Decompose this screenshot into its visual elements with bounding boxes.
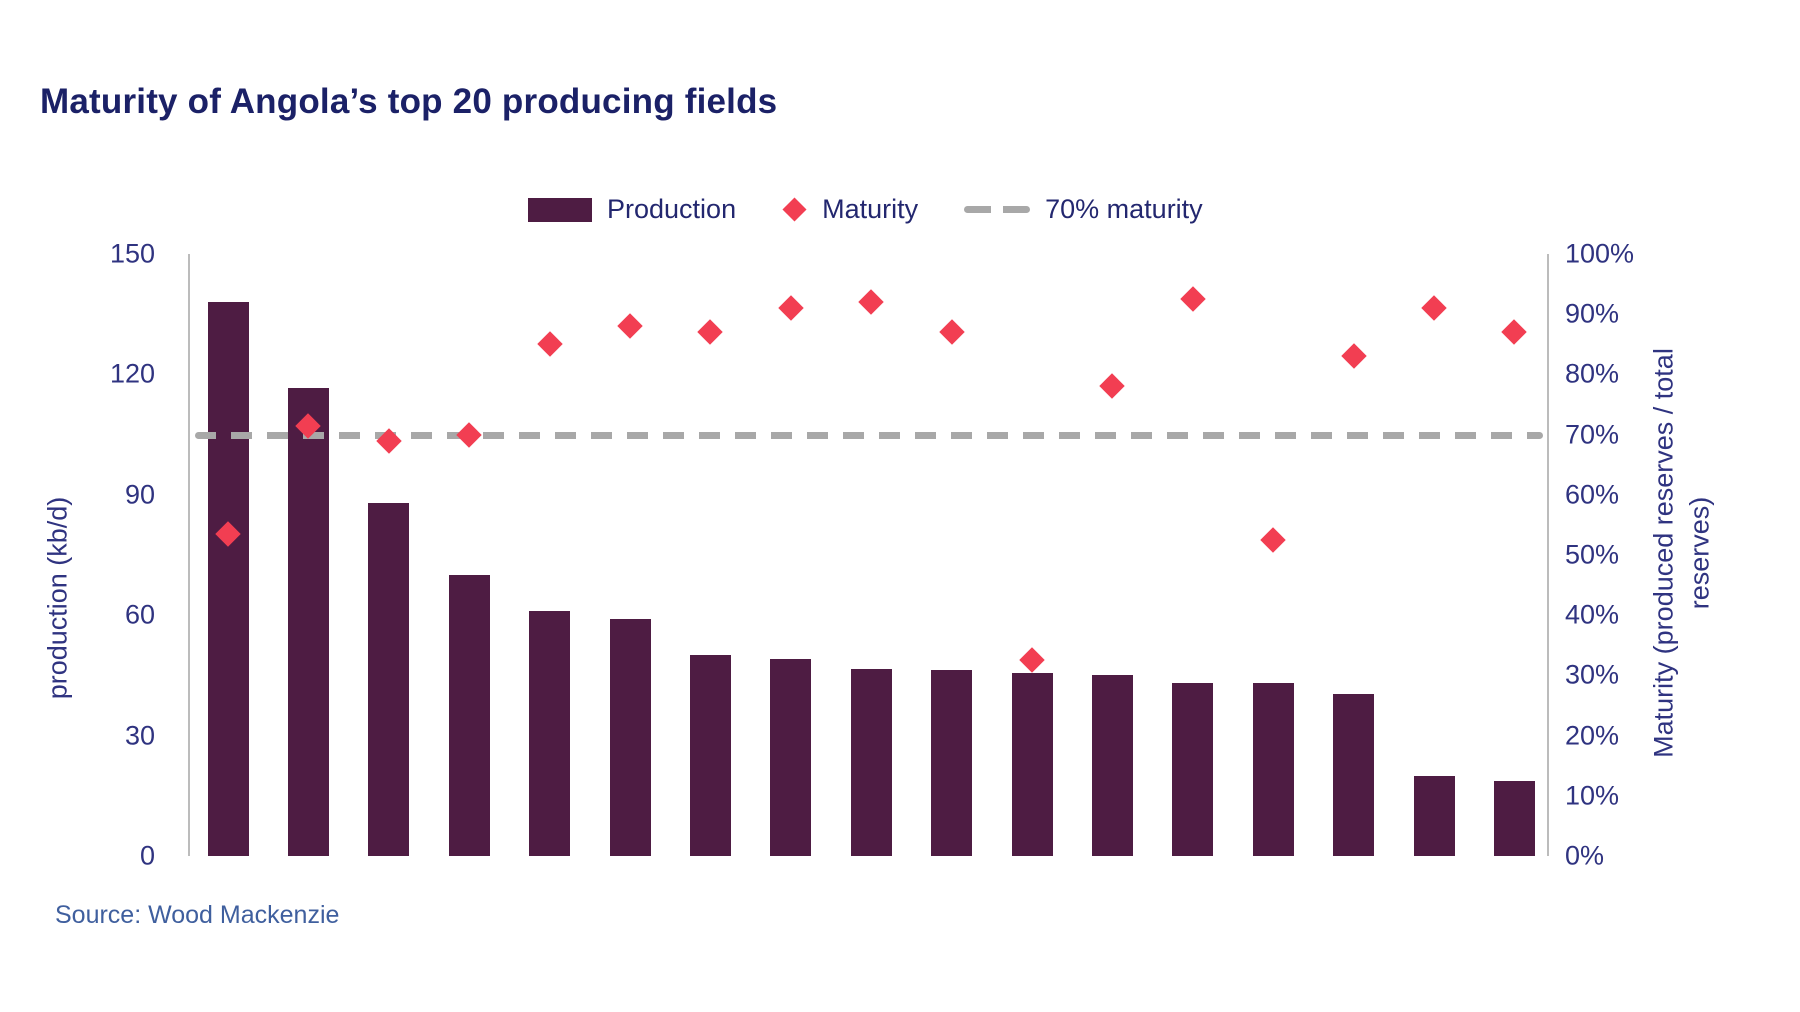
legend-maturity-label: Maturity — [822, 194, 919, 224]
production-bar — [931, 670, 973, 856]
right-axis-title: Maturity (produced reserves / total rese… — [1648, 348, 1715, 758]
production-bar — [1011, 673, 1053, 856]
source-note: Source: Wood Mackenzie — [55, 901, 340, 929]
left-axis-tick-label: 150 — [109, 238, 155, 269]
production-bar — [368, 502, 410, 856]
production-bar — [689, 655, 731, 856]
threshold-70pct-line — [195, 431, 1543, 439]
right-axis-tick-label: 20% — [1565, 720, 1620, 751]
plot-area — [188, 254, 1549, 856]
right-axis-tick-label: 90% — [1565, 298, 1620, 329]
production-bar — [287, 388, 329, 856]
legend-item-threshold: 70% maturity — [964, 194, 1203, 225]
production-bar — [529, 611, 571, 856]
legend-maturity-diamond-icon — [782, 197, 807, 222]
production-bar — [1252, 683, 1294, 856]
maturity-point — [858, 289, 884, 315]
maturity-point — [1340, 343, 1367, 370]
right-axis-tick-label: 0% — [1565, 840, 1605, 871]
legend-production-swatch — [528, 197, 592, 222]
production-bar — [770, 659, 812, 856]
left-axis-line — [188, 254, 190, 856]
maturity-point — [697, 319, 724, 345]
production-bar — [609, 619, 651, 856]
left-axis-tick-label: 0 — [139, 840, 155, 871]
maturity-point — [1421, 295, 1447, 321]
production-bar — [1413, 775, 1455, 856]
maturity-point — [1099, 373, 1126, 400]
maturity-point — [1260, 527, 1286, 553]
left-axis-title: production (kb/d) — [42, 496, 73, 700]
maturity-point — [1501, 319, 1528, 345]
production-bar — [207, 302, 249, 856]
right-axis-tick-label: 30% — [1565, 659, 1620, 690]
left-axis-tick-label: 30 — [124, 720, 155, 751]
right-axis-tick-label: 100% — [1565, 238, 1635, 269]
right-axis-tick-label: 60% — [1565, 479, 1620, 510]
production-bar — [1333, 694, 1375, 856]
legend-threshold-dash-icon — [964, 206, 1031, 213]
right-axis-tick-label: 70% — [1565, 419, 1620, 450]
maturity-point — [1180, 286, 1206, 312]
right-axis-tick-label: 80% — [1565, 358, 1620, 389]
chart-title: Maturity of Angola’s top 20 producing fi… — [40, 82, 778, 121]
left-axis-tick-label: 60 — [124, 599, 155, 630]
production-bar — [1091, 675, 1133, 856]
production-bar — [448, 575, 490, 856]
legend-item-maturity: Maturity — [782, 194, 918, 225]
maturity-point — [1019, 647, 1045, 674]
right-axis-tick-label: 40% — [1565, 599, 1620, 630]
right-axis-tick-label: 10% — [1565, 780, 1620, 811]
maturity-point — [617, 313, 643, 339]
maturity-point — [778, 295, 804, 321]
right-axis-line — [1547, 254, 1549, 856]
production-bar — [1172, 682, 1214, 856]
production-bar — [850, 669, 892, 856]
maturity-point — [456, 421, 482, 448]
right-axis-tick-label: 50% — [1565, 539, 1620, 570]
left-axis-tick-label: 90 — [124, 479, 155, 510]
left-axis-tick-label: 120 — [109, 358, 155, 389]
legend-item-production: Production — [528, 194, 736, 225]
maturity-point — [938, 319, 965, 345]
maturity-point — [536, 331, 563, 358]
legend-threshold-label: 70% maturity — [1045, 194, 1203, 224]
legend-production-label: Production — [607, 194, 737, 224]
legend: Production Maturity 70% maturity — [528, 194, 1203, 225]
production-bar — [1493, 781, 1535, 856]
